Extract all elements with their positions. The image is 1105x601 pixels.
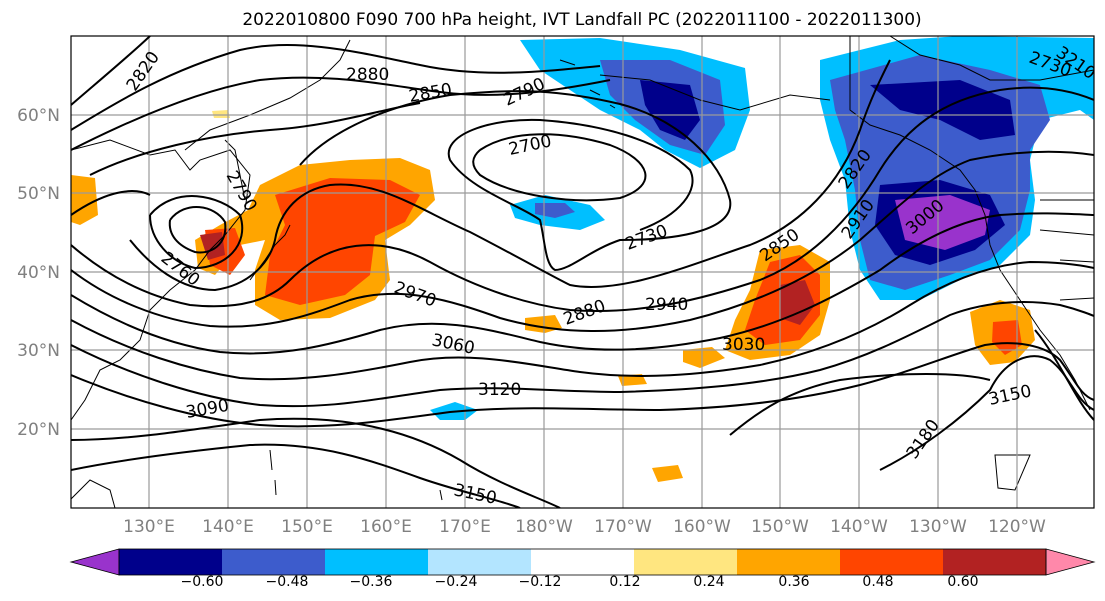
- colorbar-tick-label: 0.48: [862, 574, 893, 590]
- colorbar: −0.60 −0.48 −0.36 −0.24 −0.12 0.12 0.24 …: [69, 548, 1096, 590]
- colorbar-segments: [69, 548, 1096, 576]
- lat-tick-label: 20°N: [17, 420, 60, 440]
- map-frame: [70, 35, 1095, 509]
- colorbar-tick-label: −0.36: [350, 574, 393, 590]
- lon-tick-label: 140°W: [830, 517, 888, 537]
- lat-tick-label: 60°N: [17, 106, 60, 126]
- lon-tick-label: 150°E: [281, 517, 333, 537]
- colorbar-outline: [118, 548, 1047, 576]
- colorbar-segment: [428, 549, 532, 575]
- colorbar-tick-label: −0.48: [266, 574, 309, 590]
- colorbar-segment: [325, 549, 429, 575]
- colorbar-extend-high: [1045, 548, 1096, 576]
- colorbar-extend-low: [69, 548, 120, 576]
- lon-tick-label: 130°E: [123, 517, 175, 537]
- colorbar-segment: [119, 549, 223, 575]
- lat-lon-grid: [71, 36, 1094, 508]
- colorbar-tick-label: −0.24: [435, 574, 478, 590]
- contour-label: 2940: [645, 295, 688, 315]
- lon-tick-label: 120°W: [988, 517, 1046, 537]
- height-contours: [71, 36, 1094, 508]
- lon-tick-label: 130°W: [909, 517, 967, 537]
- lon-tick-label: 140°E: [202, 517, 254, 537]
- colorbar-segment: [943, 549, 1047, 575]
- contour-label: 3030: [722, 335, 765, 355]
- lon-tick-label: 150°W: [751, 517, 809, 537]
- lat-tick-label: 30°N: [17, 341, 60, 361]
- latitude-ticks: 60°N 50°N 40°N 30°N 20°N: [17, 106, 60, 440]
- lat-tick-label: 40°N: [17, 263, 60, 283]
- map-area: 2820 2880 2850 2790 2730 2700 2760 2730 …: [71, 36, 1094, 508]
- contour-label: 3120: [478, 380, 521, 400]
- lat-tick-label: 50°N: [17, 184, 60, 204]
- colorbar-segment: [634, 549, 738, 575]
- colorbar-tick-label: −0.12: [519, 574, 562, 590]
- positive-anomaly-fill: [71, 110, 1035, 482]
- colorbar-segment: [531, 549, 635, 575]
- lon-tick-label: 160°W: [673, 517, 731, 537]
- colorbar-tick-labels: −0.60 −0.48 −0.36 −0.24 −0.12 0.12 0.24 …: [181, 574, 979, 590]
- lon-tick-label: 170°W: [594, 517, 652, 537]
- colorbar-segment: [840, 549, 944, 575]
- colorbar-segment: [222, 549, 326, 575]
- contour-label: 2880: [346, 65, 389, 85]
- colorbar-tick-label: 0.36: [778, 574, 809, 590]
- figure-title: 2022010800 F090 700 hPa height, IVT Land…: [242, 10, 921, 30]
- lon-tick-label: 180°W: [515, 517, 573, 537]
- colorbar-segment: [737, 549, 841, 575]
- colorbar-tick-label: 0.12: [609, 574, 640, 590]
- colorbar-tick-label: −0.60: [181, 574, 224, 590]
- lon-tick-label: 160°E: [360, 517, 412, 537]
- colorbar-tick-label: 0.24: [693, 574, 724, 590]
- longitude-ticks: 130°E 140°E 150°E 160°E 170°E 180°W 170°…: [123, 517, 1046, 537]
- colorbar-tick-label: 0.60: [947, 574, 978, 590]
- lon-tick-label: 170°E: [439, 517, 491, 537]
